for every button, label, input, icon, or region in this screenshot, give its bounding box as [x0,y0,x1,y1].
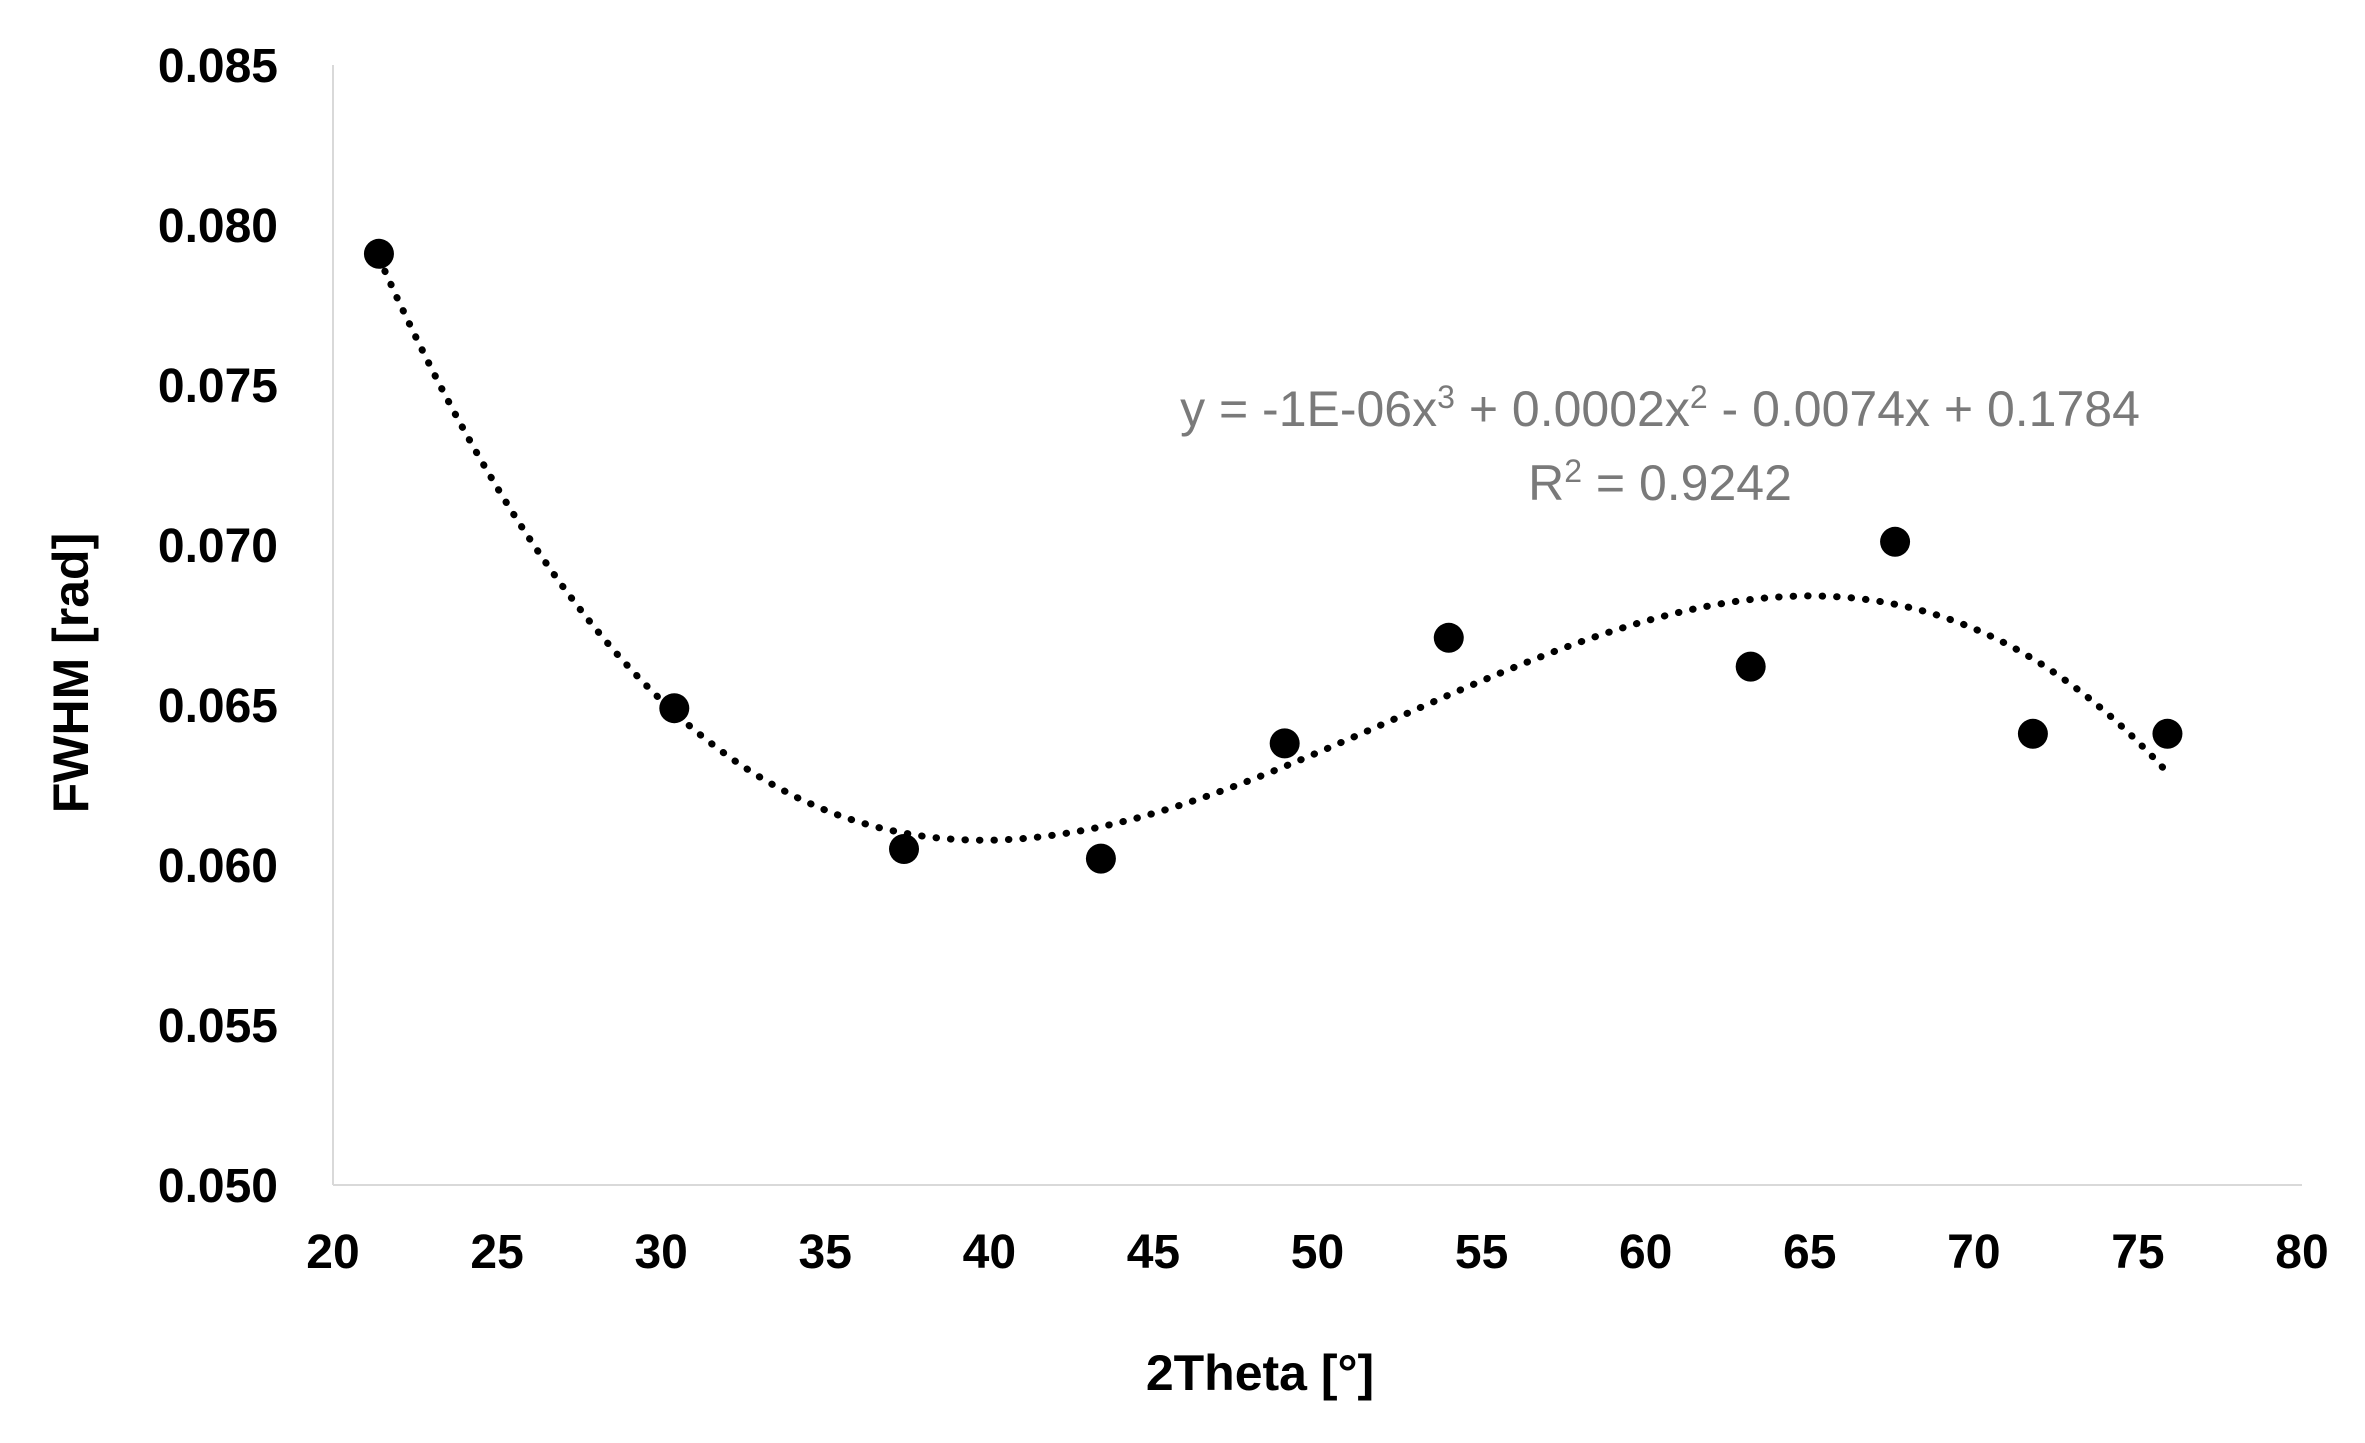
y-axis: 0.050 0.055 0.060 0.065 0.070 0.075 0.080 0.085 [158,40,334,1213]
x-tick-label: 65 [1783,1226,1836,1279]
y-tick-label: 0.085 [158,40,278,93]
data-point [1880,526,1911,557]
data-point [889,834,920,864]
data-point [1269,728,1300,759]
x-tick-label: 35 [799,1226,852,1279]
x-tick-label: 45 [1127,1226,1180,1279]
r-squared-part-2: = 0.9242 [1582,455,1792,511]
y-axis-title: FWHM [rad] [43,533,99,814]
y-tick-label: 0.080 [158,200,278,253]
trendline-equation: y = -1E-06x3 + 0.0002x2 - 0.0074x + 0.17… [1180,379,2140,437]
data-point [2152,718,2183,749]
y-tick-label: 0.060 [158,840,278,893]
equation-superscript-2: 2 [1690,379,1708,415]
x-tick-label: 30 [634,1226,687,1279]
equation-part-2: + 0.0002x [1455,381,1690,437]
x-tick-label: 20 [306,1226,359,1279]
equation-superscript-1: 3 [1437,379,1455,415]
x-tick-label: 25 [470,1226,523,1279]
data-point [1735,651,1766,682]
x-tick-label: 50 [1291,1226,1344,1279]
data-point [363,238,394,269]
x-axis-title: 2Theta [°] [1146,1345,1374,1401]
y-tick-label: 0.050 [158,1160,278,1213]
data-point [1433,622,1464,653]
x-tick-label: 60 [1619,1226,1672,1279]
x-tick-label: 75 [2111,1226,2164,1279]
data-points [363,238,2183,874]
x-axis: 20 25 30 35 40 45 50 55 60 65 70 75 80 [306,1184,2329,1279]
data-point [659,693,690,724]
y-tick-label: 0.065 [158,680,278,733]
y-tick-label: 0.070 [158,520,278,573]
x-tick-label: 40 [963,1226,1016,1279]
x-tick-label: 80 [2275,1226,2328,1279]
x-tick-label: 70 [1947,1226,2000,1279]
x-tick-label: 55 [1455,1226,1508,1279]
r-squared-part-1: R [1528,455,1564,511]
r-squared-superscript: 2 [1564,453,1582,489]
data-point [1085,843,1116,874]
data-point [2017,718,2048,749]
y-tick-label: 0.075 [158,360,278,413]
equation-part-1: y = -1E-06x [1180,381,1437,437]
equation-part-3: - 0.0074x + 0.1784 [1708,381,2140,437]
y-tick-label: 0.055 [158,1000,278,1053]
r-squared-label: R2 = 0.9242 [1528,453,1792,511]
